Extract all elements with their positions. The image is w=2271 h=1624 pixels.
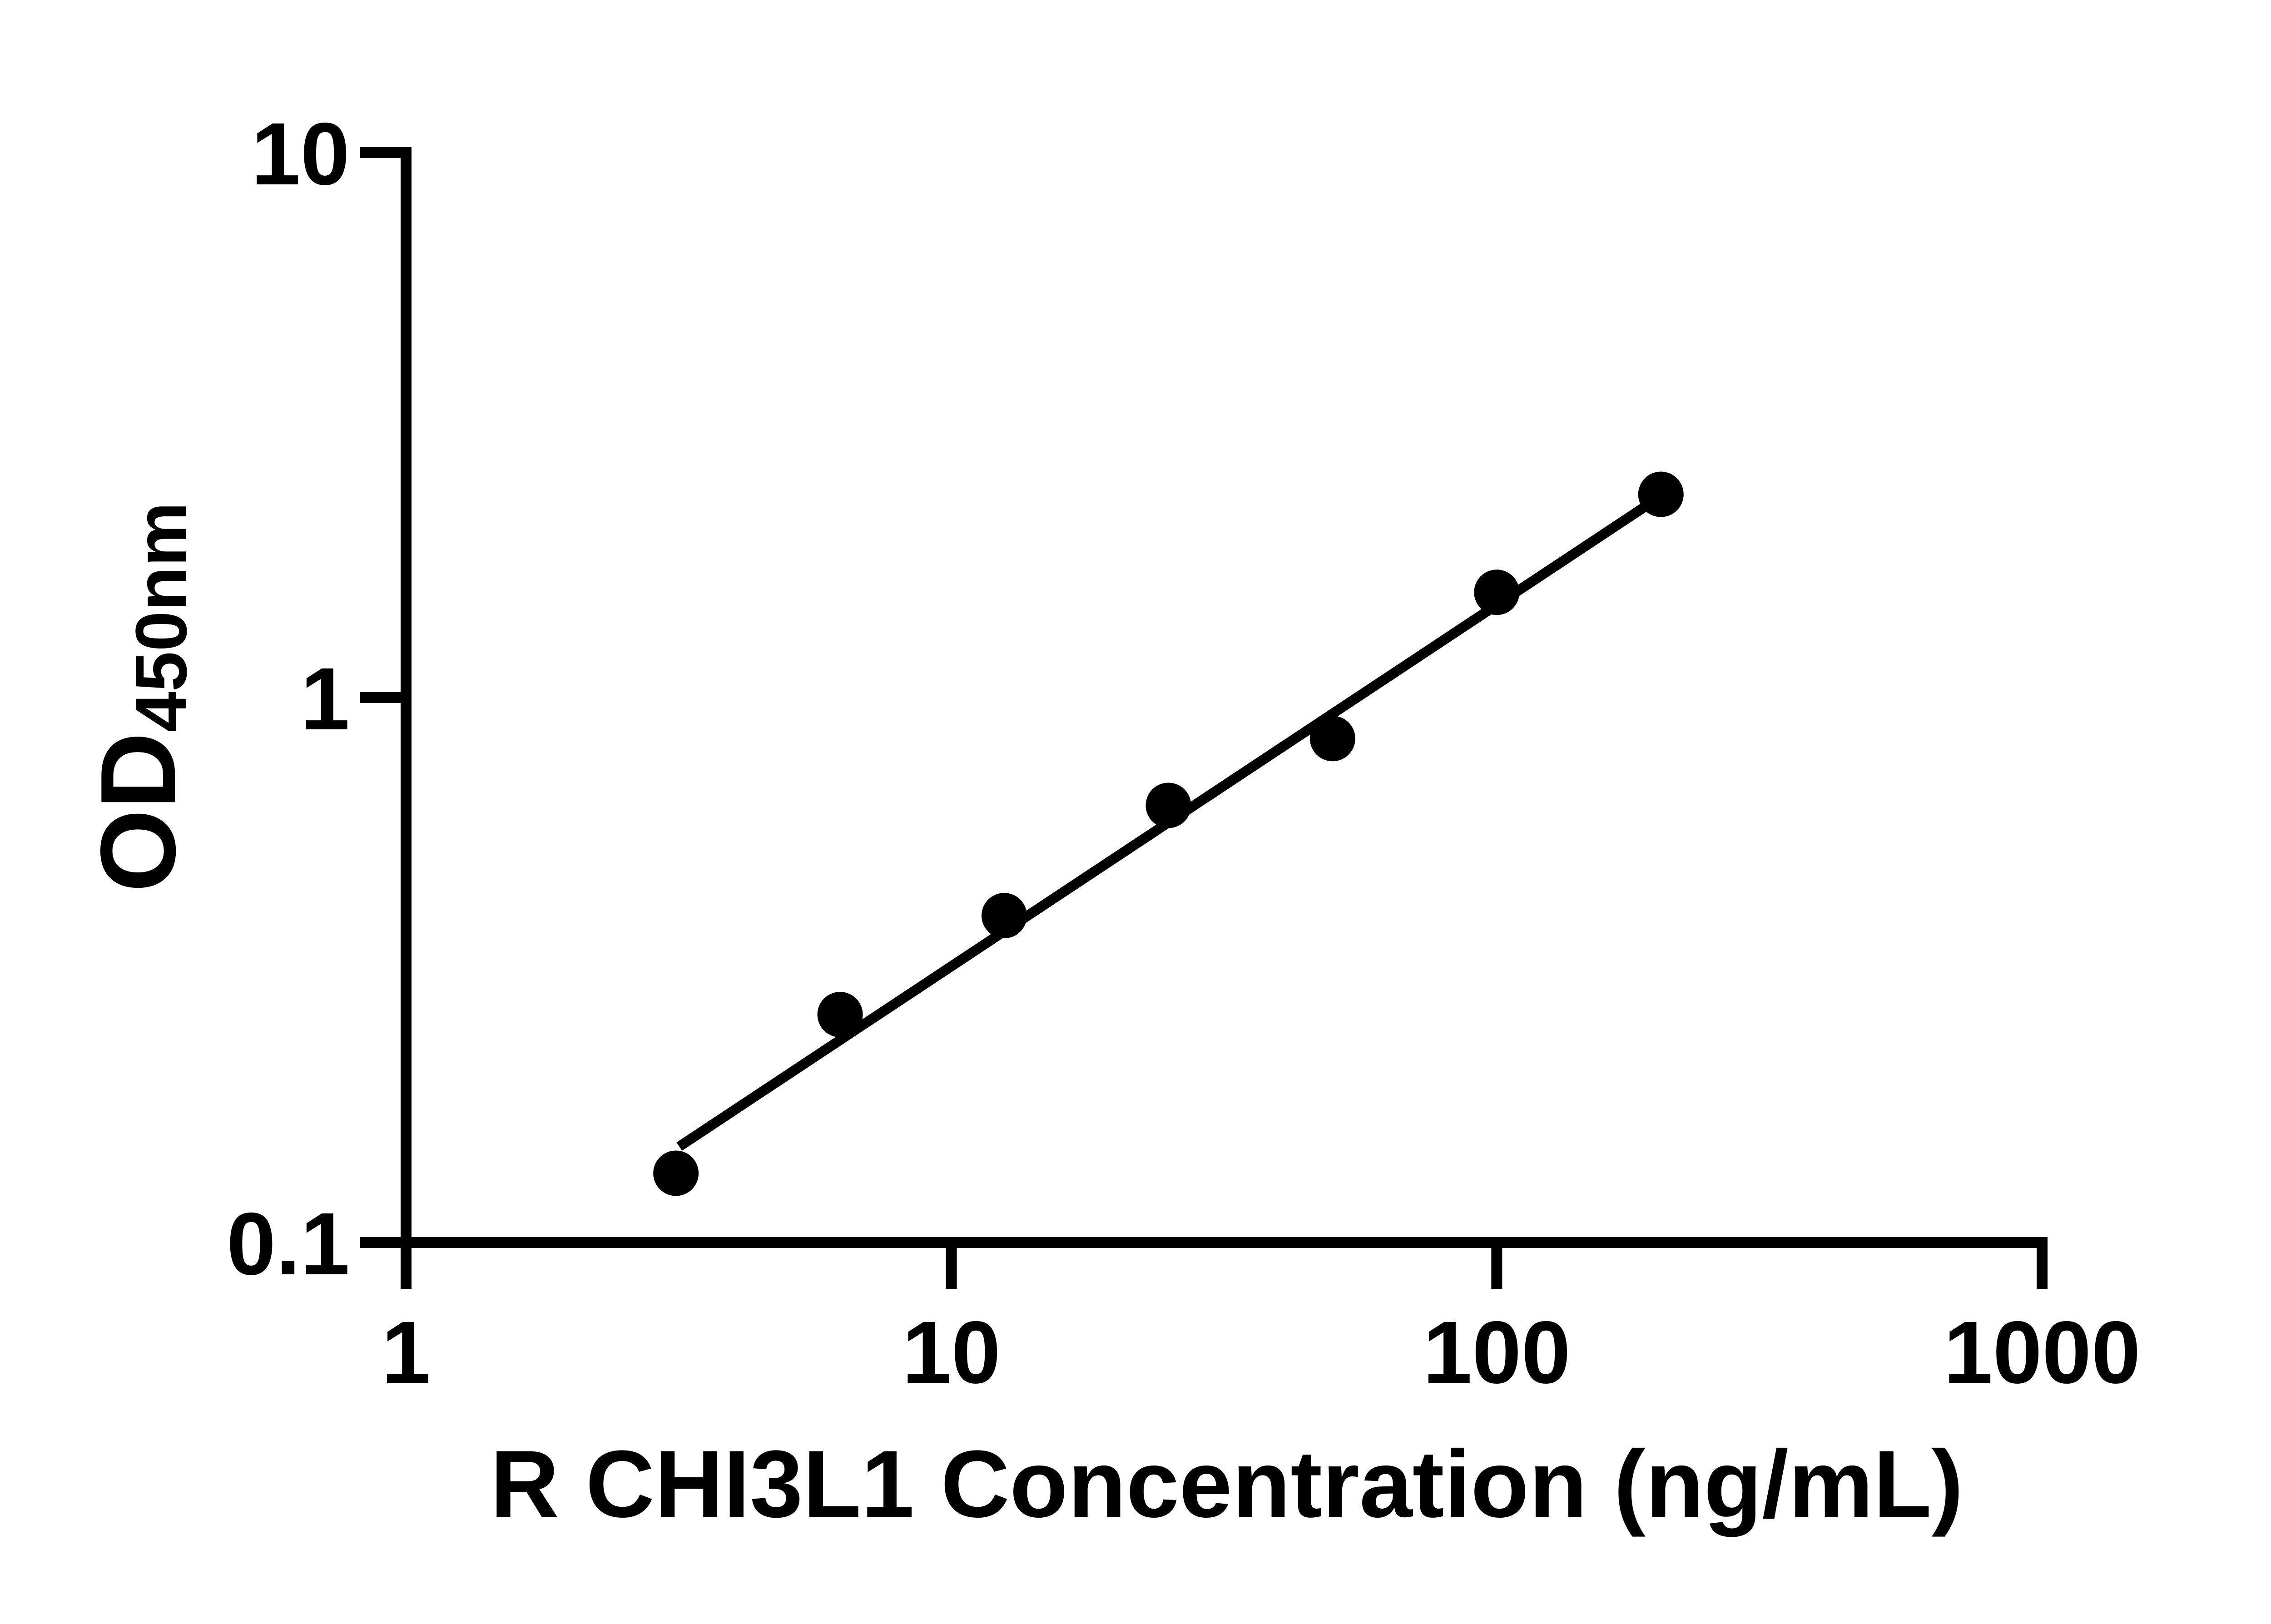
x-tick-label: 100 <box>1423 1303 1571 1402</box>
data-point <box>1309 716 1355 762</box>
plot-area: 0.1 1 10 1 10 100 1000 R CHI3L1 Concentration (… <box>78 104 2141 1537</box>
y-axis-title-main: OD <box>78 732 198 892</box>
data-point <box>1145 782 1191 828</box>
y-axis-title: OD450nm <box>78 502 202 892</box>
data-point <box>1474 569 1520 615</box>
y-tick-label: 1 <box>301 649 350 748</box>
data-point <box>982 893 1027 939</box>
y-tick-label: 10 <box>251 104 350 203</box>
x-tick-label: 1 <box>382 1303 431 1402</box>
x-axis-title: R CHI3L1 Concentration (ng/mL) <box>490 1431 1963 1537</box>
y-axis-title-subscript: 450nm <box>120 502 202 732</box>
y-tick-label: 0.1 <box>227 1194 350 1293</box>
x-tick-label: 10 <box>902 1303 1001 1402</box>
data-point <box>1638 471 1684 517</box>
data-point <box>817 992 863 1038</box>
x-tick-label: 1000 <box>1944 1303 2141 1402</box>
data-point <box>653 1150 699 1196</box>
